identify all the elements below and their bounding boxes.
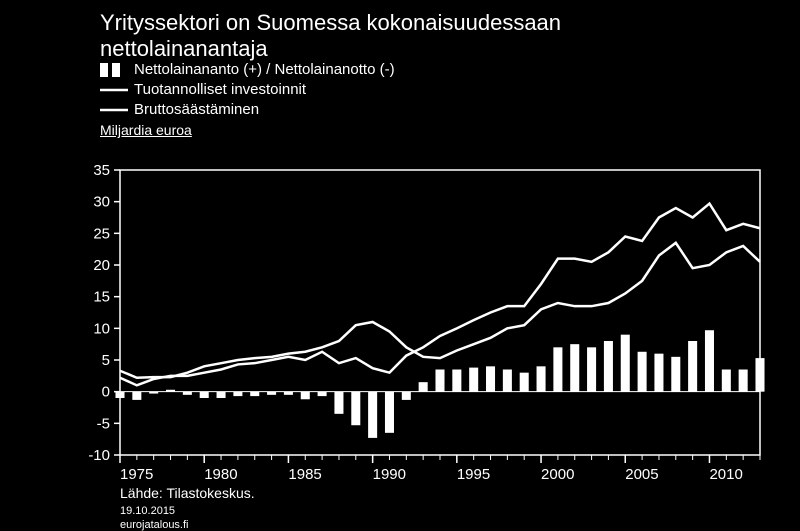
date-label: 19.10.2015 xyxy=(120,505,175,517)
svg-text:35: 35 xyxy=(93,162,110,179)
svg-text:10: 10 xyxy=(93,320,110,337)
svg-text:1980: 1980 xyxy=(204,466,237,483)
chart-title-line2: nettolainanantaja xyxy=(100,36,268,62)
legend-bar-label: Nettolainananto (+) / Nettolainanotto (-… xyxy=(134,61,395,78)
svg-text:25: 25 xyxy=(93,225,110,242)
svg-text:0: 0 xyxy=(102,384,110,401)
y-axis-label: Miljardia euroa xyxy=(100,122,192,138)
svg-text:-5: -5 xyxy=(97,415,110,432)
svg-text:30: 30 xyxy=(93,194,110,211)
source-label: Lähde: Tilastokeskus. xyxy=(120,485,255,501)
svg-text:1995: 1995 xyxy=(457,466,490,483)
svg-text:1985: 1985 xyxy=(288,466,321,483)
chart-title-line1: Yrityssektori on Suomessa kokonaisuudess… xyxy=(100,10,561,36)
svg-text:20: 20 xyxy=(93,257,110,274)
site-label: eurojatalous.fi xyxy=(120,519,189,531)
chart-canvas: -10 -5 0 5 10 15 20 25 30 35 1975 1980 1985 1990 1995 2… xyxy=(0,0,800,523)
svg-text:1990: 1990 xyxy=(373,466,406,483)
svg-text:15: 15 xyxy=(93,289,110,306)
svg-text:-10: -10 xyxy=(88,447,110,464)
legend-line2-label: Bruttosäästäminen xyxy=(134,101,259,118)
legend-line1-label: Tuotannolliset investoinnit xyxy=(134,81,306,98)
svg-text:5: 5 xyxy=(102,352,110,369)
svg-text:2005: 2005 xyxy=(625,466,658,483)
svg-text:1975: 1975 xyxy=(120,466,153,483)
svg-text:2000: 2000 xyxy=(541,466,574,483)
svg-text:2010: 2010 xyxy=(709,466,742,483)
